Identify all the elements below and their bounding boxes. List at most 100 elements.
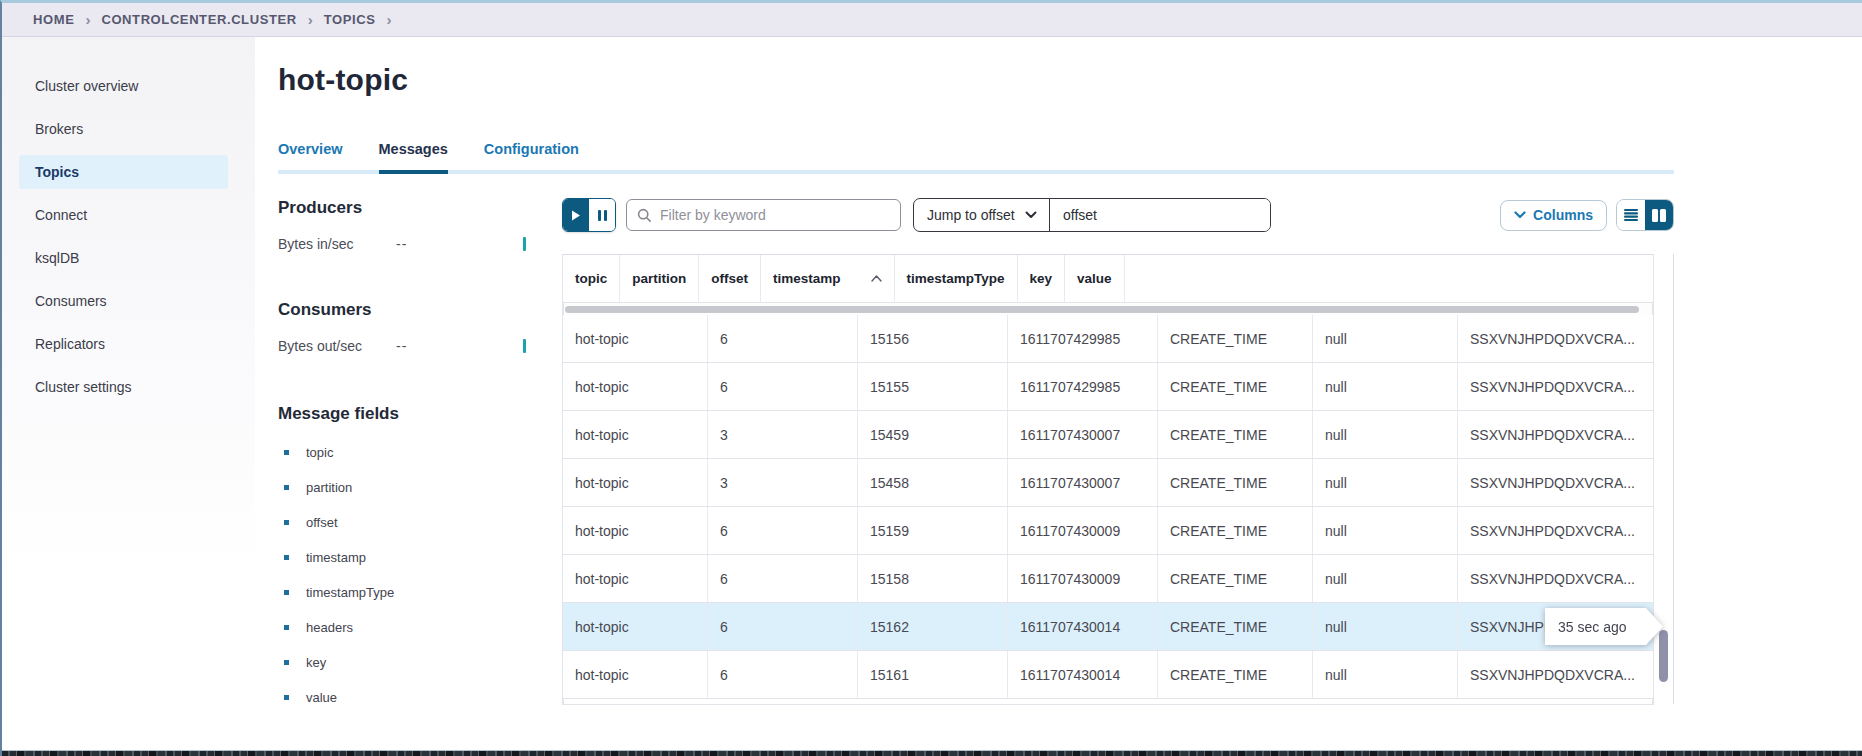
table-header-cell[interactable]: offset	[699, 255, 761, 302]
table-row[interactable]: hot-topic 6 15162 1611707430014 CREATE_T…	[563, 603, 1653, 651]
message-field-item: key	[278, 654, 562, 670]
tab-label: Overview	[278, 141, 343, 157]
sidebar-item[interactable]: Topics	[19, 155, 228, 189]
table-header-cell[interactable]: timestampType	[895, 255, 1018, 302]
partially-visible-row	[563, 699, 1653, 705]
offset-input[interactable]	[1050, 199, 1270, 231]
sidebar-item[interactable]: Consumers	[19, 284, 228, 318]
cell-topic: hot-topic	[563, 603, 708, 650]
cell-timestamp: 1611707430007	[1008, 411, 1158, 458]
table-row[interactable]: hot-topic 3 15458 1611707430007 CREATE_T…	[563, 459, 1653, 507]
column-label: key	[1030, 271, 1053, 286]
main-content: hot-topic Overview Messages Configuratio…	[255, 37, 1862, 756]
cell-key: null	[1313, 363, 1458, 410]
message-field-item: value	[278, 689, 562, 705]
horizontal-scrollbar[interactable]	[563, 303, 1653, 315]
cell-timestampType: CREATE_TIME	[1158, 555, 1313, 602]
tab[interactable]: Messages	[379, 141, 448, 174]
breadcrumb: HOME › CONTROLCENTER.CLUSTER › TOPICS ›	[2, 3, 1862, 37]
table-row[interactable]: hot-topic 6 15159 1611707430009 CREATE_T…	[563, 507, 1653, 555]
table-row[interactable]: hot-topic 6 15158 1611707430009 CREATE_T…	[563, 555, 1653, 603]
sidebar-item-label: ksqlDB	[35, 250, 79, 266]
cell-timestampType: CREATE_TIME	[1158, 411, 1313, 458]
play-button[interactable]	[563, 199, 589, 231]
bullet-square-icon	[284, 485, 289, 490]
bytes-in-metric: Bytes in/sec --	[278, 236, 562, 252]
sparkline-tick	[523, 237, 526, 251]
filter-field	[626, 199, 901, 231]
tooltip-text: 35 sec ago	[1558, 619, 1627, 635]
message-field-label: offset	[306, 515, 338, 530]
column-label: offset	[711, 271, 748, 286]
breadcrumb-item[interactable]: CONTROLCENTER.CLUSTER	[101, 12, 296, 27]
table-row[interactable]: hot-topic 3 15459 1611707430007 CREATE_T…	[563, 411, 1653, 459]
sort-asc-icon	[871, 275, 882, 282]
table-row[interactable]: hot-topic 6 15161 1611707430014 CREATE_T…	[563, 651, 1653, 699]
cell-topic: hot-topic	[563, 459, 708, 506]
cell-offset: 15161	[858, 651, 1008, 698]
sidebar-item[interactable]: Connect	[19, 198, 228, 232]
pause-button[interactable]	[589, 199, 615, 231]
cell-timestamp: 1611707430009	[1008, 555, 1158, 602]
horizontal-scrollbar-thumb[interactable]	[565, 306, 1639, 313]
cell-partition: 3	[708, 459, 858, 506]
table-header-cell[interactable]: topic	[563, 255, 620, 302]
sidebar-item-label: Topics	[35, 164, 79, 180]
breadcrumb-item[interactable]: TOPICS	[324, 12, 376, 27]
table-row[interactable]: hot-topic 6 15156 1611707429985 CREATE_T…	[563, 315, 1653, 363]
cell-partition: 6	[708, 603, 858, 650]
sidebar-item[interactable]: ksqlDB	[19, 241, 228, 275]
table-header-row: topic partition offset	[563, 255, 1653, 303]
producers-heading: Producers	[278, 198, 562, 218]
table-header-cell[interactable]: partition	[620, 255, 699, 302]
timestamp-tooltip: 35 sec ago	[1545, 608, 1663, 645]
consumers-heading: Consumers	[278, 300, 562, 320]
cell-timestampType: CREATE_TIME	[1158, 651, 1313, 698]
cell-topic: hot-topic	[563, 555, 708, 602]
sidebar-item[interactable]: Brokers	[19, 112, 228, 146]
tab[interactable]: Configuration	[484, 141, 579, 174]
cell-timestamp: 1611707430009	[1008, 507, 1158, 554]
message-field-item: topic	[278, 444, 562, 460]
chevron-down-icon	[1025, 211, 1037, 219]
table-header-cell[interactable]: timestamp	[761, 255, 895, 302]
search-icon	[637, 208, 652, 223]
filter-input[interactable]	[660, 207, 890, 223]
sidebar-item[interactable]: Cluster overview	[19, 69, 228, 103]
tab[interactable]: Overview	[278, 141, 343, 174]
pause-icon	[598, 210, 607, 221]
tab-label: Messages	[379, 141, 448, 157]
cell-timestamp: 1611707429985	[1008, 315, 1158, 362]
sidebar-item-label: Cluster overview	[35, 78, 138, 94]
list-view-button[interactable]	[1617, 200, 1645, 230]
sidebar-item[interactable]: Cluster settings	[19, 370, 228, 404]
table-row[interactable]: hot-topic 6 15155 1611707429985 CREATE_T…	[563, 363, 1653, 411]
card-view-button[interactable]	[1645, 200, 1673, 230]
message-field-label: key	[306, 655, 326, 670]
cell-offset: 15162	[858, 603, 1008, 650]
jump-to-select[interactable]: Jump to offset	[914, 199, 1050, 231]
chevron-down-icon	[1514, 211, 1526, 219]
cell-key: null	[1313, 459, 1458, 506]
table-header-cell[interactable]: value	[1065, 255, 1125, 302]
message-fields-heading: Message fields	[278, 404, 562, 424]
message-field-label: partition	[306, 480, 352, 495]
bullet-square-icon	[284, 625, 289, 630]
breadcrumb-item[interactable]: HOME	[33, 12, 74, 27]
sidebar-item-label: Cluster settings	[35, 379, 131, 395]
cell-value: SSXVNJHPDQDXVCRA...	[1458, 315, 1653, 362]
app-window: HOME › CONTROLCENTER.CLUSTER › TOPICS › …	[0, 0, 1862, 756]
table-header-cell[interactable]: key	[1018, 255, 1066, 302]
column-label: topic	[575, 271, 607, 286]
bullet-square-icon	[284, 520, 289, 525]
cell-timestamp: 1611707430007	[1008, 459, 1158, 506]
bullet-square-icon	[284, 555, 289, 560]
message-field-item: timestamp	[278, 549, 562, 565]
sidebar-item[interactable]: Replicators	[19, 327, 228, 361]
cell-partition: 3	[708, 411, 858, 458]
cell-partition: 6	[708, 315, 858, 362]
cell-topic: hot-topic	[563, 651, 708, 698]
message-field-label: headers	[306, 620, 353, 635]
columns-button[interactable]: Columns	[1500, 200, 1607, 231]
cell-key: null	[1313, 315, 1458, 362]
